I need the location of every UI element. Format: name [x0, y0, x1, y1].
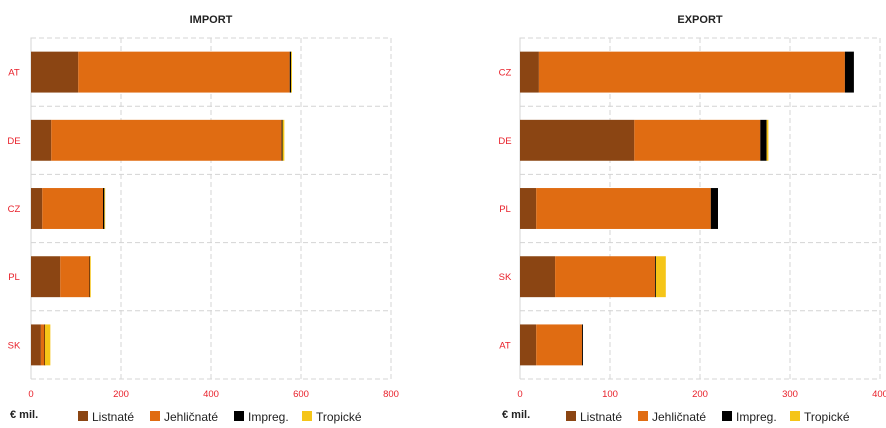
- category-label: AT: [8, 68, 20, 79]
- bar-segment-jehlicnate-cz: [42, 188, 103, 229]
- bar-segment-tropicke-sk: [655, 256, 666, 298]
- bar-segment-listnate-at: [520, 324, 537, 366]
- x-tick-label: 200: [692, 389, 708, 400]
- category-label: CZ: [499, 68, 512, 79]
- bar-segment-listnate-de: [520, 119, 635, 161]
- bar-segment-impreg-at: [289, 51, 292, 93]
- category-label: AT: [499, 340, 511, 351]
- x-tick-label: 400: [872, 389, 886, 400]
- bar-segment-listnate-cz: [31, 188, 43, 229]
- bar-segment-impreg-pl: [710, 188, 718, 229]
- legend-label-jehlicnate: Jehličnaté: [164, 410, 218, 424]
- legend-label-impreg: Impreg.: [736, 410, 777, 424]
- bar-segment-tropicke-sk: [44, 324, 51, 366]
- x-tick-label: 0: [28, 389, 33, 400]
- bar-segment-impreg-de: [760, 119, 767, 161]
- bar-segment-tropicke-de: [282, 119, 285, 161]
- category-label: SK: [8, 340, 21, 351]
- legend: Listnaté Jehličnaté Impreg. Tropické: [78, 410, 362, 424]
- legend-swatch-listnate: [78, 411, 88, 421]
- bar-segment-listnate-de: [31, 119, 52, 161]
- x-tick-label: 600: [293, 389, 309, 400]
- bar-segment-jehlicnate-de: [51, 119, 282, 161]
- legend-swatch-jehlicnate: [150, 411, 160, 421]
- chart-title: EXPORT: [677, 14, 723, 26]
- legend-label-tropicke: Tropické: [804, 410, 850, 424]
- bar-segment-impreg-cz: [844, 51, 854, 93]
- bar-segment-impreg-de: [281, 119, 283, 161]
- x-tick-label: 800: [383, 389, 399, 400]
- legend-label-listnate: Listnaté: [580, 410, 622, 424]
- x-tick-label: 400: [203, 389, 219, 400]
- x-tick-label: 0: [517, 389, 522, 400]
- bar-segment-jehlicnate-at: [78, 51, 290, 93]
- bar-segment-impreg-sk: [655, 256, 656, 298]
- legend-swatch-impreg: [234, 411, 244, 421]
- bar-segment-tropicke-pl: [89, 256, 91, 298]
- bar-segment-tropicke-cz: [104, 188, 106, 229]
- bar-segment-impreg-cz: [103, 188, 105, 229]
- bar-segment-impreg-sk: [44, 324, 46, 366]
- bar-segment-listnate-pl: [31, 256, 61, 298]
- category-label: SK: [499, 272, 512, 283]
- legend-label-jehlicnate: Jehličnaté: [652, 410, 706, 424]
- legend-swatch-tropicke: [790, 411, 800, 421]
- bar-segment-jehlicnate-pl: [60, 256, 90, 298]
- legend-swatch-jehlicnate: [638, 411, 648, 421]
- unit-label: € mil.: [10, 409, 38, 421]
- bar-segment-jehlicnate-sk: [40, 324, 45, 366]
- unit-label: € mil.: [502, 409, 530, 421]
- export-chart: EXPORT 0 100 200 300 400 CZ DE PL SK AT € mil. Listn…: [498, 14, 886, 424]
- legend-label-tropicke: Tropické: [316, 410, 362, 424]
- legend-swatch-listnate: [566, 411, 576, 421]
- bar-segment-listnate-at: [31, 51, 79, 93]
- chart-title: IMPORT: [190, 14, 233, 26]
- category-label: PL: [499, 204, 511, 215]
- bar-segment-tropicke-at: [291, 51, 292, 93]
- x-tick-label: 300: [782, 389, 798, 400]
- x-tick-label: 100: [602, 389, 618, 400]
- category-label: CZ: [8, 204, 21, 215]
- x-tick-label: 200: [113, 389, 129, 400]
- legend-swatch-tropicke: [302, 411, 312, 421]
- import-chart: IMPORT 0 200 400 600 800 AT DE CZ PL SK € mil. Listn…: [7, 14, 399, 424]
- bar-segment-jehlicnate-de: [634, 119, 761, 161]
- legend-label-impreg: Impreg.: [248, 410, 289, 424]
- category-label: PL: [8, 272, 20, 283]
- bar-segment-jehlicnate-cz: [538, 51, 845, 93]
- bar-segment-impreg-pl: [89, 256, 91, 298]
- category-label: DE: [7, 136, 20, 147]
- bar-segment-listnate-pl: [520, 188, 537, 229]
- bar-segment-jehlicnate-sk: [555, 256, 655, 298]
- legend: Listnaté Jehličnaté Impreg. Tropické: [566, 410, 850, 424]
- legend-label-listnate: Listnaté: [92, 410, 134, 424]
- bar-segment-listnate-cz: [520, 51, 539, 93]
- bar-segment-listnate-sk: [31, 324, 41, 366]
- bar-segment-tropicke-de: [766, 119, 769, 161]
- bar-segment-listnate-sk: [520, 256, 556, 298]
- bar-segment-jehlicnate-at: [536, 324, 583, 366]
- bar-segment-impreg-at: [582, 324, 583, 366]
- category-label: DE: [498, 136, 511, 147]
- bar-segment-jehlicnate-pl: [536, 188, 711, 229]
- legend-swatch-impreg: [722, 411, 732, 421]
